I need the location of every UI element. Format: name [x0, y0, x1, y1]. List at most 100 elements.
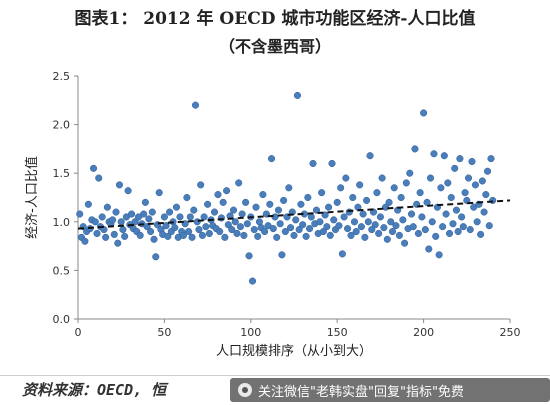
data-point — [117, 218, 125, 226]
data-point — [307, 213, 315, 221]
data-point — [449, 220, 457, 228]
data-point — [458, 213, 466, 221]
data-point — [188, 233, 196, 241]
data-point — [204, 200, 212, 208]
data-point — [328, 159, 336, 168]
data-point — [406, 169, 414, 177]
data-point — [444, 179, 452, 187]
data-point — [368, 226, 376, 234]
data-point — [347, 231, 355, 239]
data-point — [407, 210, 416, 218]
data-point — [155, 189, 163, 197]
data-point — [485, 222, 493, 230]
data-point — [480, 208, 488, 216]
data-point — [90, 164, 98, 172]
data-point — [349, 193, 357, 202]
data-point — [401, 239, 409, 247]
data-point — [243, 220, 251, 228]
data-point — [361, 233, 369, 241]
data-point — [447, 193, 455, 202]
y-tick-label: 2.5 — [53, 70, 71, 83]
data-point — [164, 232, 172, 240]
data-point — [440, 152, 448, 160]
data-point — [233, 229, 241, 238]
x-tick-label: 200 — [413, 326, 434, 339]
data-point — [426, 174, 435, 182]
plot-area: 0.0 0.5 1.0 1.5 2.0 2.5 0 50 100 150 200 250 人口规模排序（… — [0, 62, 550, 374]
data-point — [190, 206, 198, 214]
x-tick-label: 50 — [157, 326, 171, 339]
data-point — [91, 218, 99, 226]
data-point — [416, 189, 424, 197]
data-point — [390, 184, 398, 192]
data-point — [428, 218, 436, 226]
data-point — [198, 231, 206, 239]
data-point — [186, 213, 194, 221]
data-point — [81, 237, 89, 245]
data-point — [148, 208, 156, 216]
data-point — [281, 227, 289, 236]
data-point — [76, 210, 84, 218]
data-point — [229, 206, 238, 214]
data-point — [338, 250, 346, 258]
data-point — [356, 181, 364, 189]
data-point — [266, 200, 274, 208]
data-point — [397, 193, 405, 202]
data-point — [102, 233, 110, 241]
data-point — [478, 177, 486, 185]
source-note: 资料来源：OECD, 恒 — [22, 381, 167, 399]
scatter-chart: 0.0 0.5 1.0 1.5 2.0 2.5 0 50 100 150 200 250 人口规模排序（… — [24, 70, 521, 359]
data-point — [430, 150, 438, 158]
data-point — [200, 213, 208, 221]
data-point — [224, 221, 232, 229]
data-point — [304, 193, 312, 202]
data-point — [489, 196, 497, 204]
data-point — [459, 223, 467, 231]
data-point — [299, 221, 307, 229]
data-point — [131, 218, 139, 226]
data-point — [147, 227, 155, 236]
data-point — [471, 181, 479, 189]
data-point — [414, 229, 422, 238]
data-point — [119, 226, 127, 234]
data-point — [124, 187, 132, 195]
data-point — [185, 227, 193, 236]
data-point — [388, 227, 397, 236]
data-point — [115, 181, 124, 189]
data-point — [280, 196, 288, 204]
data-point — [93, 229, 101, 238]
data-point — [103, 203, 111, 211]
chart-subtitle: （不含墨西哥） — [218, 37, 331, 56]
data-point — [432, 232, 440, 240]
data-point — [482, 191, 490, 199]
data-point — [228, 226, 236, 234]
data-point — [141, 198, 149, 206]
data-point — [254, 232, 262, 240]
data-point — [325, 203, 333, 211]
data-point — [318, 189, 326, 197]
data-point — [439, 223, 447, 231]
data-point — [278, 251, 286, 259]
data-point — [193, 218, 201, 226]
data-point — [330, 216, 338, 224]
data-point — [238, 210, 246, 218]
data-point — [160, 213, 168, 221]
data-point — [202, 223, 210, 231]
data-point — [437, 184, 445, 192]
data-point — [110, 230, 118, 238]
data-point — [271, 213, 279, 221]
data-point — [364, 218, 372, 226]
data-point — [409, 223, 417, 231]
data-point — [375, 229, 383, 238]
data-point — [240, 231, 248, 239]
data-point — [466, 226, 474, 234]
data-point — [128, 210, 136, 218]
data-point — [252, 203, 260, 211]
data-point — [376, 213, 384, 221]
y-tick-label: 0.0 — [53, 313, 71, 326]
data-point — [267, 155, 276, 163]
data-point — [468, 157, 476, 166]
data-point — [392, 222, 400, 230]
data-point — [179, 231, 187, 239]
data-point — [297, 200, 305, 208]
